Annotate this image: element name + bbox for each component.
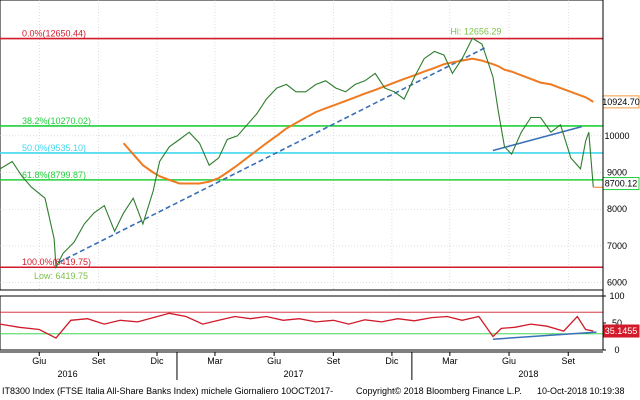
rsi-trendline-0: [492, 331, 597, 340]
price-panel: 6000 7000 8000 9000 10000 0.0%(12650.44) 38.2%…: [0, 0, 640, 291]
price-last-label-1: 8700.12: [605, 179, 638, 189]
rsi-y-tick-label-0: 0: [614, 345, 619, 355]
x-tick-label-4: Giu: [267, 356, 281, 366]
price-last-label-0: 10924.70: [602, 97, 640, 107]
price-y-tick-label-3: 9000: [607, 168, 627, 178]
x-tick-label-1: Set: [92, 356, 106, 366]
price-annotation-0: Hi: 12656.29: [450, 26, 501, 36]
footer-timestamp: 10-Oct-2018 10:19:38: [537, 386, 625, 396]
fib-level-label-0: 0.0%(12650.44): [22, 29, 86, 39]
rsi-y-tick-label-1: 50: [612, 318, 622, 328]
x-tick-label-7: Mar: [442, 356, 458, 366]
price-line: [0, 37, 594, 270]
price-annotation-1: Low: 6419.75: [34, 271, 88, 281]
rsi-plot-area: [0, 295, 604, 351]
footer-security-label: IT8300 Index (FTSE Italia All-Share Bank…: [2, 386, 334, 396]
x-tick-label-2: Dic: [151, 356, 164, 366]
fib-level-label-1: 38.2%(10270.02): [22, 116, 91, 126]
x-tick-label-8: Giu: [502, 356, 516, 366]
price-trendline-1: [492, 125, 582, 152]
year-label-2: 2018: [518, 369, 538, 379]
fib-level-label-2: 50.0%(9535.10): [22, 143, 86, 153]
x-tick-label-6: Dic: [385, 356, 398, 366]
moving-average-line: [122, 57, 594, 185]
x-axis: Giu Set Dic Mar Giu Set Dic Mar Giu Set 2016 2017 20…: [0, 0, 604, 380]
x-tick-label-9: Set: [561, 356, 575, 366]
rsi-line: [0, 312, 594, 339]
fib-level-label-3: 61.8%(8799.87): [22, 170, 86, 180]
rsi-y-tick-label-2: 100: [609, 291, 624, 301]
price-y-tick-label-0: 6000: [607, 278, 627, 288]
price-y-tick-label-2: 8000: [607, 204, 627, 214]
fib-level-label-4: 100.0%(6419.75): [22, 257, 91, 267]
x-tick-label-0: Giu: [32, 356, 46, 366]
price-plot-area: [0, 0, 604, 291]
x-tick-label-5: Set: [327, 356, 341, 366]
footer: IT8300 Index (FTSE Italia All-Share Bank…: [0, 383, 640, 400]
price-y-tick-label-4: 10000: [604, 131, 629, 141]
year-label-1: 2017: [283, 369, 303, 379]
year-label-0: 2016: [58, 369, 78, 379]
chart-canvas: 6000 7000 8000 9000 10000 0.0%(12650.44) 38.2%…: [0, 0, 640, 380]
rsi-last-label-0: 35.1455: [605, 326, 638, 336]
rsi-panel: 0 50 100 35.1455: [0, 291, 640, 355]
x-tick-label-3: Mar: [207, 356, 223, 366]
footer-copyright: Copyright© 2018 Bloomberg Finance L.P.: [356, 386, 522, 396]
price-y-tick-label-1: 7000: [607, 241, 627, 251]
